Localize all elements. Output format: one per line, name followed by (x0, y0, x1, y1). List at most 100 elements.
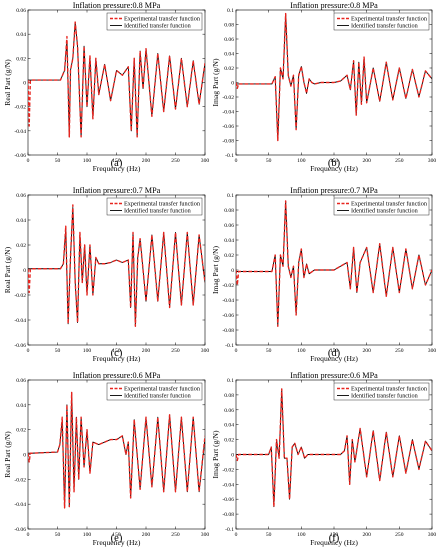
y-tick-label: 0.08 (224, 23, 234, 29)
x-tick-label: 0 (235, 348, 238, 354)
y-tick-label: 0.06 (16, 8, 26, 14)
x-tick-label: 250 (171, 532, 180, 538)
y-tick-label: 0 (23, 268, 26, 274)
y-tick-label: -0.06 (222, 124, 234, 130)
y-tick-label: 0.02 (16, 56, 26, 62)
x-tick-label: 50 (266, 532, 272, 538)
legend: Experimental transfer functionIdentified… (333, 382, 430, 401)
y-tick-label: -0.02 (222, 467, 234, 473)
legend-box (333, 197, 430, 216)
x-tick-label: 0 (27, 532, 30, 538)
chart-title: Inflation pressure:0.6 MPa (290, 371, 378, 380)
chart-title: Inflation pressure:0.8 MPa (290, 1, 378, 10)
x-axis-label: Frequency (Hz) (310, 538, 358, 547)
y-tick-label: 0.1 (227, 8, 234, 14)
legend-entry: Experimental transfer function (124, 201, 200, 208)
y-tick-label: 0.06 (224, 223, 234, 229)
y-tick-label: 0.04 (224, 238, 234, 244)
x-tick-label: 150 (330, 348, 339, 354)
legend-entry: Experimental transfer function (351, 201, 427, 208)
legend-box (333, 382, 430, 401)
legend-box (333, 12, 430, 31)
x-tick-label: 50 (55, 532, 61, 538)
y-tick-label: -0.04 (14, 502, 26, 508)
x-tick-label: 150 (330, 158, 339, 164)
x-tick-label: 200 (142, 532, 151, 538)
y-tick-label: 0.02 (224, 66, 234, 72)
legend-entry: Identified transfer function (351, 23, 418, 30)
y-tick-label: 0.02 (16, 428, 26, 434)
chart-title: Inflation pressure:0.7 MPa (290, 186, 378, 195)
legend: Experimental transfer functionIdentified… (106, 382, 203, 401)
x-tick-label: 300 (201, 158, 210, 164)
y-tick-label: 0.08 (224, 393, 234, 399)
series-line-identified (236, 13, 432, 141)
y-tick-label: -0.04 (222, 482, 234, 488)
x-tick-label: 100 (297, 348, 306, 354)
legend-entry: Identified transfer function (124, 393, 191, 400)
series-line-experimental (28, 204, 205, 327)
x-tick-label: 300 (428, 158, 437, 164)
y-tick-label: 0.04 (16, 218, 26, 224)
y-tick-label: 0.02 (224, 438, 234, 444)
x-tick-label: 0 (27, 348, 30, 354)
y-axis-label: Real Part (g/N) (3, 59, 12, 106)
x-axis-label: Frequency (Hz) (310, 354, 358, 363)
y-tick-label: -0.04 (222, 110, 234, 116)
y-axis-label: Real Part (g/N) (3, 431, 12, 478)
legend: Experimental transfer functionIdentified… (333, 197, 430, 216)
x-tick-label: 300 (428, 532, 437, 538)
x-tick-label: 300 (201, 348, 210, 354)
y-axis-label: Imag Part (g/N) (211, 430, 220, 479)
y-tick-label: 0.1 (227, 378, 234, 384)
y-tick-label: 0.04 (16, 403, 26, 409)
y-tick-label: -0.08 (222, 512, 234, 518)
y-tick-label: -0.06 (14, 153, 26, 159)
y-tick-label: 0 (231, 453, 234, 459)
subplot-caption: (e) (111, 533, 123, 544)
x-axis-label: Frequency (Hz) (93, 164, 141, 173)
subplot-e: Inflation pressure:0.6 MPa 0 50 100 150 200 25… (3, 371, 209, 547)
x-tick-label: 150 (112, 532, 121, 538)
subplot-caption: (b) (328, 158, 341, 169)
x-tick-label: 300 (428, 348, 437, 354)
x-tick-label: 200 (142, 348, 151, 354)
y-tick-label: 0 (231, 268, 234, 274)
subplot-caption: (c) (111, 348, 123, 359)
legend-entry: Experimental transfer function (351, 386, 427, 393)
y-tick-label: -0.08 (222, 139, 234, 145)
subplot-d: Inflation pressure:0.7 MPa 0 50 100 150 200 25… (211, 186, 436, 363)
x-tick-label: 150 (330, 532, 339, 538)
legend-box (106, 382, 203, 401)
series-line-experimental (236, 200, 432, 327)
legend-entry: Experimental transfer function (351, 16, 427, 23)
y-tick-label: 0.06 (224, 37, 234, 43)
legend: Experimental transfer functionIdentified… (106, 197, 203, 216)
x-tick-label: 100 (297, 532, 306, 538)
series-line-experimental (28, 391, 205, 509)
x-tick-label: 300 (201, 532, 210, 538)
y-tick-label: -0.1 (225, 343, 234, 349)
y-axis-label: Imag Part (g/N) (211, 245, 220, 294)
x-tick-label: 200 (362, 348, 371, 354)
x-tick-label: 50 (266, 158, 272, 164)
x-tick-label: 50 (55, 348, 61, 354)
subplot-c: Inflation pressure:0.7 MPa 0 50 100 150 200 25… (3, 186, 209, 363)
y-tick-label: -0.1 (225, 153, 234, 159)
x-tick-label: 0 (235, 532, 238, 538)
subplot-caption: (d) (328, 348, 341, 359)
y-tick-label: 0.04 (224, 52, 234, 58)
y-tick-label: -0.06 (222, 313, 234, 319)
x-tick-label: 100 (83, 532, 92, 538)
x-tick-label: 250 (171, 348, 180, 354)
y-tick-label: -0.06 (14, 343, 26, 349)
x-tick-label: 50 (266, 348, 272, 354)
series-line-identified (236, 388, 432, 508)
x-tick-label: 150 (112, 158, 121, 164)
legend: Experimental transfer functionIdentified… (106, 12, 203, 31)
legend-entry: Experimental transfer function (124, 386, 200, 393)
y-tick-label: -0.06 (14, 527, 26, 533)
y-tick-label: 0.02 (224, 253, 234, 259)
y-tick-label: 0.06 (224, 408, 234, 414)
x-tick-label: 250 (395, 532, 404, 538)
